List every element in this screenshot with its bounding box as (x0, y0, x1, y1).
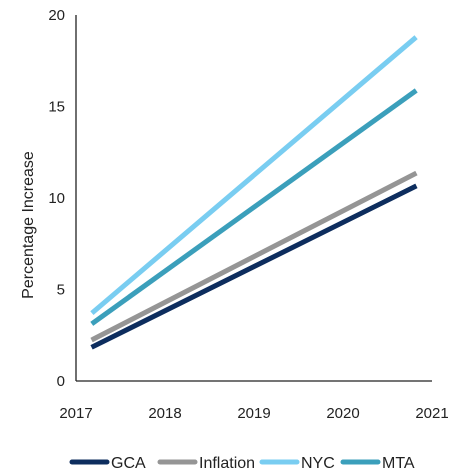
y-tick-label-15: 15 (48, 99, 65, 116)
legend-label-inflation: Inflation (199, 455, 255, 472)
x-tick-label-2018: 2018 (148, 405, 181, 422)
x-tick-label-2020: 2020 (326, 405, 359, 422)
y-axis-title: Percentage Increase (20, 151, 37, 299)
legend: GCA Inflation NYC MTA (69, 455, 415, 472)
y-tick-label-5: 5 (57, 282, 65, 299)
series-line-inflation (90, 170, 418, 343)
y-axis-ticks: 0 5 10 15 20 (48, 7, 65, 390)
y-tick-label-10: 10 (48, 190, 65, 207)
x-tick-label-2017: 2017 (59, 405, 92, 422)
series-line-nyc (90, 35, 418, 316)
legend-label-nyc: NYC (301, 455, 335, 472)
y-tick-label-20: 20 (48, 7, 65, 24)
series-lines (90, 35, 418, 350)
x-tick-label-2019: 2019 (237, 405, 270, 422)
series-line-mta (90, 88, 418, 326)
x-tick-label-2021: 2021 (415, 405, 448, 422)
y-tick-label-0: 0 (57, 373, 65, 390)
legend-label-gca: GCA (111, 455, 146, 472)
series-line-gca (90, 183, 418, 350)
x-axis-ticks: 2017 2018 2019 2020 2021 (59, 405, 448, 422)
legend-label-mta: MTA (382, 455, 415, 472)
